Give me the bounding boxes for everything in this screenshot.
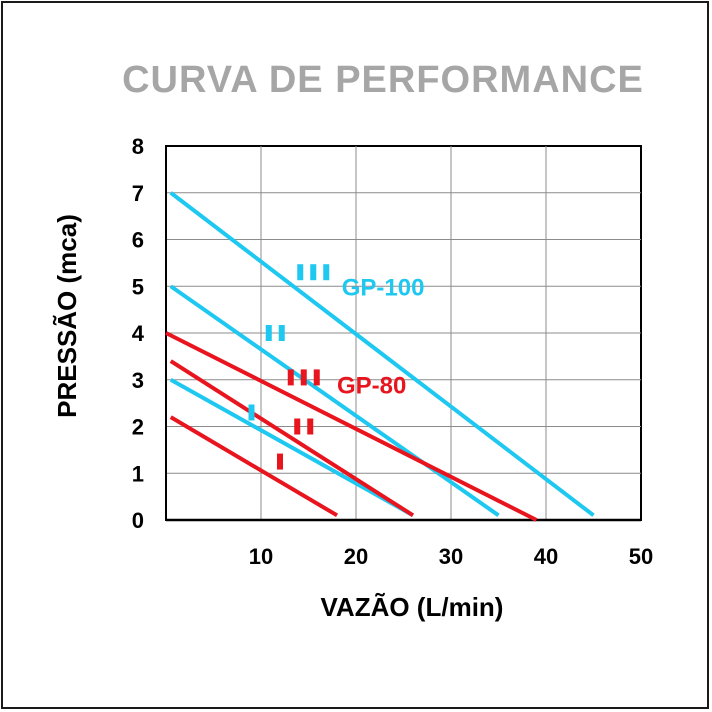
model-label-gp-80: GP-80 [337, 372, 406, 399]
y-tick-label: 2 [132, 415, 144, 440]
x-tick-label: 30 [439, 544, 463, 569]
axis-ticks: 0 1 2 3 4 5 6 7 8 10 20 30 40 50 [132, 134, 653, 569]
stage-marker-5 [277, 453, 283, 470]
stage-bar [297, 264, 304, 281]
stage-marker-0 [297, 264, 330, 281]
y-tick-label: 4 [132, 321, 145, 346]
stage-bar [300, 369, 307, 386]
y-axis-label: PRESSÃO (mca) [52, 214, 82, 418]
y-tick-label: 8 [132, 134, 144, 159]
stage-bar [323, 264, 330, 281]
x-tick-label: 10 [249, 544, 273, 569]
y-tick-label: 6 [132, 228, 144, 253]
stage-bar [313, 369, 320, 386]
x-tick-label: 40 [534, 544, 558, 569]
model-label-gp-100: GP-100 [342, 274, 425, 301]
series-line-gp-100-iii [169, 191, 595, 517]
x-tick-label: 50 [629, 544, 653, 569]
stage-bar [265, 325, 272, 341]
stage-bar [248, 404, 255, 421]
x-tick-label: 20 [344, 544, 368, 569]
series-line-gp-80-ii [169, 359, 415, 518]
stage-marker-4 [294, 418, 314, 435]
stage-bar [294, 418, 301, 435]
stage-bar [278, 325, 285, 341]
y-tick-label: 5 [132, 274, 144, 299]
stage-marker-3 [287, 369, 320, 386]
chart-title: CURVA DE PERFORMANCE [122, 59, 644, 101]
stage-marker-1 [265, 325, 285, 341]
stage-bar [287, 369, 294, 386]
series-line-gp-80-iii [165, 331, 538, 522]
x-axis-label: VAZÃO (L/min) [321, 592, 504, 622]
series-line-gp-100-i [169, 378, 414, 518]
series-line-gp-80-i [169, 415, 339, 518]
chart-series [165, 191, 595, 522]
y-tick-label: 7 [132, 181, 144, 206]
y-tick-label: 3 [132, 368, 144, 393]
y-tick-label: 0 [132, 508, 144, 533]
stage-markers [248, 264, 330, 470]
model-labels: GP-100 GP-80 [337, 274, 424, 399]
stage-marker-2 [248, 404, 255, 421]
stage-bar [307, 418, 314, 435]
stage-bar [277, 453, 283, 470]
y-tick-label: 1 [132, 461, 144, 486]
series-line-gp-100-ii [169, 284, 500, 517]
stage-bar [310, 264, 317, 281]
